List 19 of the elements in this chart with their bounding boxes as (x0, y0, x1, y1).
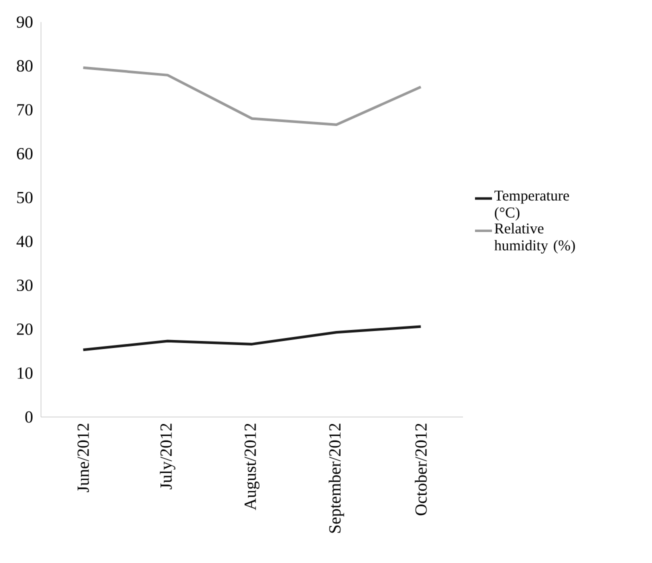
y-tick-label: 50 (17, 192, 33, 204)
y-tick-label: 70 (17, 104, 33, 116)
x-tick-label: September/2012 (328, 424, 344, 533)
legend-label: Relative humidity (%) (494, 223, 575, 254)
y-tick-label: 40 (16, 236, 33, 248)
y-tick-label: 90 (16, 16, 33, 28)
x-tick-label: October/2012 (414, 424, 427, 516)
x-tick-label: June/2012 (77, 424, 89, 492)
y-tick-label: 60 (16, 148, 33, 160)
x-tick-label: July/2012 (160, 424, 176, 490)
line-series (82, 325, 422, 352)
y-tick-label: 10 (18, 367, 33, 379)
x-tick-label: August/2012 (244, 424, 260, 510)
y-tick-label: 20 (16, 324, 33, 335)
y-tick-label: 80 (16, 60, 33, 72)
y-tick-label: 0 (25, 411, 33, 423)
legend-label: Temperature (°C) (494, 190, 569, 221)
line-series (82, 66, 422, 126)
y-tick-label: 30 (17, 280, 33, 292)
